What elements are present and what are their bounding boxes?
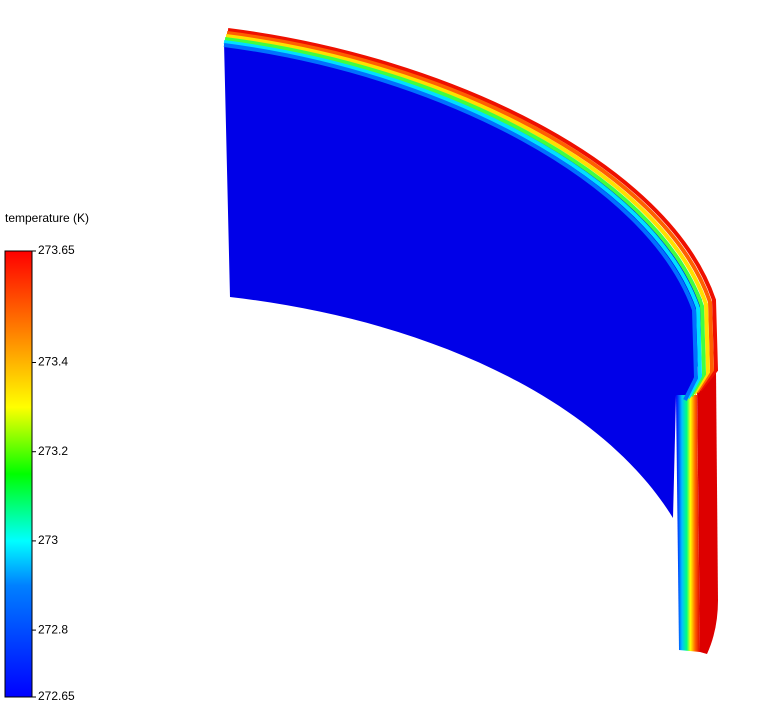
tick-label: 273.2 (38, 444, 68, 458)
tick-label: 272.8 (38, 622, 68, 636)
tick-label: 272.65 (38, 689, 75, 703)
model (223, 28, 719, 654)
wall-outer (697, 370, 718, 654)
tick-label: 273 (38, 533, 58, 547)
colorbar-scale (4, 250, 33, 698)
tick-label: 273.65 (38, 243, 75, 257)
colorbar-title: temperature (K) (5, 211, 89, 225)
colorbar: temperature (K) 272.65 272.8 273 273.2 273.4… (4, 211, 89, 703)
face (224, 42, 702, 518)
wall-inner (676, 395, 700, 652)
band (223, 28, 719, 401)
tick-label: 273.4 (38, 355, 68, 369)
